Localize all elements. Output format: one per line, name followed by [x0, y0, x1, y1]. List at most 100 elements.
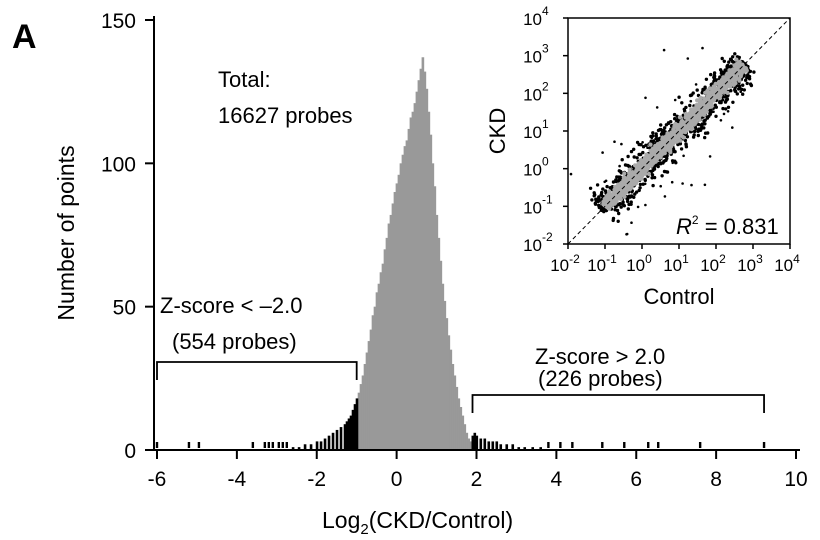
scatter-point	[658, 127, 662, 132]
scatter-point	[731, 100, 735, 105]
scatter-bulk-point	[737, 77, 742, 82]
scatter-point	[619, 205, 623, 209]
scatter-point	[719, 100, 723, 105]
high-tail-bin-bar	[523, 447, 527, 450]
scatter-point	[637, 188, 641, 193]
high-tail-bin-bar	[539, 447, 542, 450]
outlier-tick	[547, 442, 550, 448]
low-tail-annotation-line1: Z-score < –2.0	[160, 293, 302, 318]
scatter-point	[617, 203, 621, 207]
scatter-bulk-point	[668, 150, 673, 155]
scatter-outlier-point	[726, 110, 730, 113]
scatter-bulk-point	[707, 86, 712, 91]
scatter-bulk-point	[680, 119, 685, 124]
scatter-outlier-point	[686, 57, 690, 60]
outlier-tick	[187, 442, 191, 448]
scatter-bulk-point	[653, 154, 659, 159]
panel-label: A	[12, 18, 37, 56]
histogram-bars	[291, 57, 542, 451]
scatter-point	[652, 175, 657, 180]
x-tick-label: -2	[307, 468, 326, 491]
scatter-point	[712, 71, 717, 75]
center-bin-bar	[437, 237, 441, 450]
scatter-point	[669, 120, 673, 124]
scatter-bulk-point	[677, 115, 683, 120]
inset-points	[569, 46, 756, 236]
scatter-point	[747, 77, 752, 81]
center-bin-bar	[413, 103, 417, 450]
scatter-bulk-point	[695, 114, 701, 119]
center-bin-bar	[433, 186, 437, 450]
scatter-point	[728, 57, 733, 61]
center-bin-bar	[409, 117, 413, 450]
scatter-bulk-point	[647, 153, 652, 158]
scatter-bulk-point	[627, 167, 632, 172]
scatter-point	[629, 202, 633, 206]
center-bin-bar	[415, 91, 419, 451]
scatter-bulk-point	[737, 59, 742, 64]
scatter-point	[616, 219, 620, 223]
scatter-point	[632, 147, 636, 151]
low-tail-bin-bar	[335, 429, 339, 450]
scatter-point	[708, 112, 712, 116]
scatter-point	[599, 205, 604, 209]
scatter-bulk-point	[660, 151, 666, 156]
r-squared-r: R	[676, 214, 692, 239]
high-tail-bin-bar	[511, 444, 515, 450]
center-bin-bar	[447, 335, 451, 450]
center-bin-bar	[383, 249, 387, 450]
outlier-tick	[559, 442, 562, 448]
inset-y-tick-exponent: 1	[542, 117, 549, 131]
scatter-point	[593, 202, 598, 206]
scatter-outlier-point	[719, 119, 723, 122]
scatter-outlier-point	[613, 140, 616, 143]
center-bin-bar	[407, 128, 411, 450]
low-tail-bin-bar	[291, 447, 295, 450]
scatter-bulk-point	[627, 187, 633, 192]
scatter-point	[605, 184, 609, 189]
outlier-tick	[762, 442, 766, 448]
high-tail-bin-bar	[487, 441, 491, 450]
scatter-point	[620, 158, 624, 162]
scatter-point	[672, 112, 677, 117]
inset-x-tick-label: 101	[663, 252, 689, 275]
scatter-point	[600, 190, 604, 195]
center-bin-bar	[451, 364, 455, 450]
scatter-point	[722, 59, 726, 63]
tail-brackets	[156, 361, 765, 413]
scatter-bulk-point	[643, 157, 648, 162]
scatter-point	[676, 142, 680, 147]
scatter-bulk-point	[734, 69, 739, 74]
scatter-point	[685, 135, 690, 139]
scatter-point	[743, 78, 748, 83]
scatter-bulk-point	[707, 100, 712, 105]
scatter-point	[694, 126, 698, 131]
scatter-bulk-point	[706, 91, 712, 96]
scatter-bulk-point	[695, 98, 700, 103]
inset-y-tick-label: 10	[523, 198, 542, 217]
scatter-point	[703, 135, 707, 140]
scatter-outlier-point	[596, 197, 599, 201]
scatter-point	[724, 107, 728, 111]
scatter-outlier-point	[654, 137, 657, 141]
center-bin-bar	[403, 146, 407, 450]
center-bin-bar	[465, 432, 469, 450]
scatter-point	[677, 95, 681, 99]
center-bin-bar	[427, 111, 431, 450]
center-bin-bar	[377, 283, 381, 450]
scatter-outlier-point	[644, 203, 647, 207]
scatter-point	[661, 132, 666, 136]
scatter-bulk-point	[646, 165, 651, 170]
scatter-point	[592, 194, 596, 198]
scatter-point	[626, 207, 630, 211]
scatter-point	[680, 101, 684, 105]
scatter-point	[660, 174, 664, 178]
scatter-point	[664, 158, 668, 162]
center-bin-bar	[419, 68, 423, 450]
scatter-bulk-point	[620, 188, 625, 193]
scatter-bulk-point	[646, 171, 652, 176]
outlier-tick	[197, 442, 201, 448]
center-bin-bar	[461, 415, 465, 450]
scatter-bulk-point	[744, 68, 749, 73]
